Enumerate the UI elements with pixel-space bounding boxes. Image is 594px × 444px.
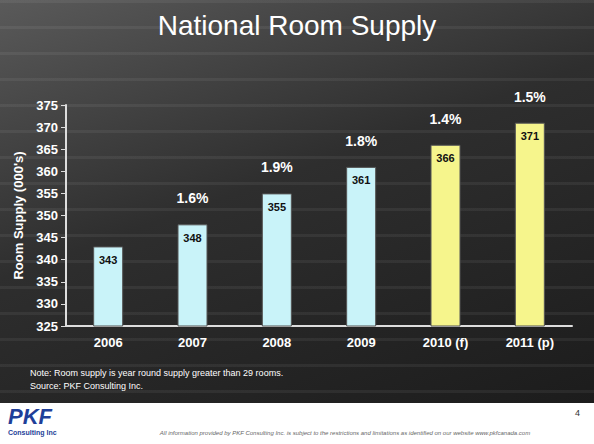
svg-text:355: 355 — [36, 186, 58, 201]
svg-text:370: 370 — [36, 120, 58, 135]
html-text:All information provided by PK: All information provided by PKF Consulti… — [159, 430, 531, 436]
svg-text:361: 361 — [352, 174, 370, 186]
svg-text:348: 348 — [183, 232, 201, 244]
svg-text:1.4%: 1.4% — [430, 111, 462, 127]
svg-text:1.6%: 1.6% — [177, 190, 209, 206]
svg-text:371: 371 — [521, 130, 539, 142]
svg-text:365: 365 — [36, 142, 58, 157]
svg-text:1.5%: 1.5% — [514, 89, 546, 105]
svg-text:335: 335 — [36, 274, 58, 289]
svg-text:2007: 2007 — [178, 335, 207, 350]
svg-text:345: 345 — [36, 230, 58, 245]
svg-text:Room Supply (000's): Room Supply (000's) — [11, 151, 26, 279]
svg-text:360: 360 — [36, 164, 58, 179]
html-text:4: 4 — [575, 408, 580, 418]
svg-text:330: 330 — [36, 296, 58, 311]
svg-text:1.8%: 1.8% — [345, 133, 377, 149]
svg-text:355: 355 — [268, 201, 286, 213]
svg-text:2010 (f): 2010 (f) — [423, 335, 469, 350]
svg-text:2008: 2008 — [262, 335, 291, 350]
svg-text:2009: 2009 — [347, 335, 376, 350]
html-text:PKF: PKF — [8, 404, 52, 429]
svg-text:343: 343 — [99, 254, 117, 266]
svg-text:2006: 2006 — [94, 335, 123, 350]
svg-text:National Room Supply: National Room Supply — [158, 10, 437, 41]
svg-text:350: 350 — [36, 208, 58, 223]
html-text:Note: Room supply is year roun: Note: Room supply is year round supply g… — [30, 368, 284, 378]
svg-text:366: 366 — [436, 152, 454, 164]
svg-text:2011 (p): 2011 (p) — [506, 335, 554, 350]
html-text:Consulting Inc: Consulting Inc — [8, 429, 57, 436]
svg-text:325: 325 — [36, 319, 58, 334]
svg-text:340: 340 — [36, 252, 58, 267]
svg-text:375: 375 — [36, 98, 58, 113]
svg-text:1.9%: 1.9% — [261, 159, 293, 175]
html-text:Source: PKF Consulting Inc.: Source: PKF Consulting Inc. — [30, 381, 144, 391]
